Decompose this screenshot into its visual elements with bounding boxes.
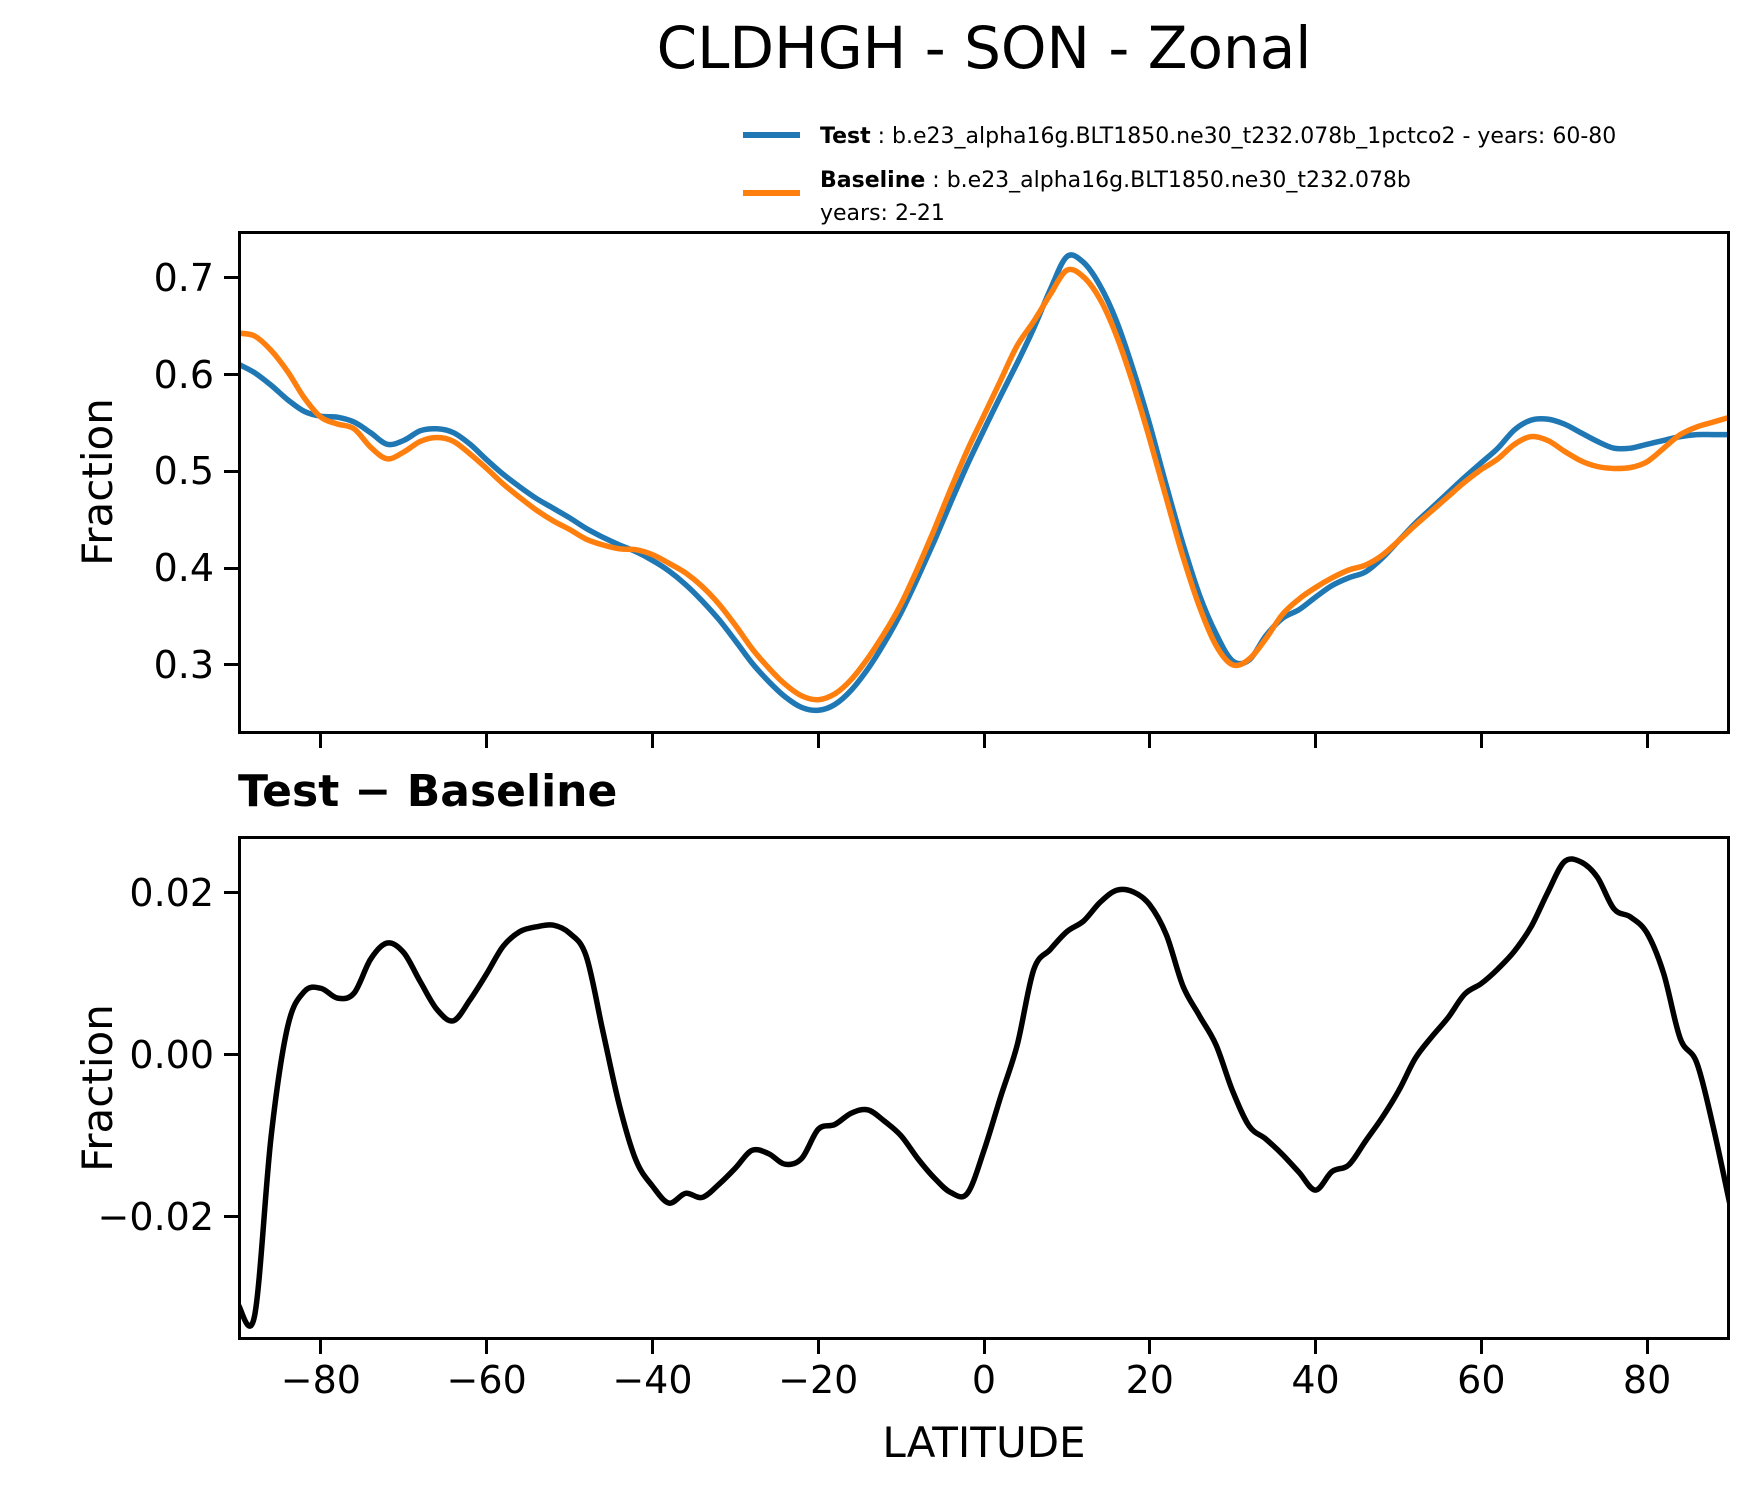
legend-baseline-desc: : b.e23_alpha16g.BLT1850.ne30_t232.078b <box>925 168 1411 193</box>
x-tick-label: −80 <box>280 1358 361 1402</box>
y-tick-label: 0.5 <box>153 449 214 494</box>
series-line-test-baseline <box>241 856 1727 1329</box>
x-tick <box>982 1340 986 1354</box>
y-tick <box>224 469 238 473</box>
x-tick-label: 60 <box>1457 1358 1506 1402</box>
x-tick-label: 20 <box>1125 1358 1174 1402</box>
y-tick-label: 0.7 <box>153 255 214 300</box>
x-tick <box>1148 1340 1152 1354</box>
top-chart <box>241 252 1727 714</box>
x-tick <box>319 1340 323 1354</box>
x-tick <box>816 1340 820 1354</box>
y-tick <box>224 1215 238 1219</box>
y-tick <box>224 276 238 280</box>
y-tick <box>224 566 238 570</box>
x-tick-label: −60 <box>446 1358 527 1402</box>
bottom-chart <box>241 856 1727 1329</box>
x-tick <box>816 734 820 748</box>
x-tick <box>1314 1340 1318 1354</box>
x-tick <box>485 734 489 748</box>
y-tick <box>224 663 238 667</box>
legend-baseline-swatch <box>743 190 800 196</box>
diff-panel-title: Test − Baseline <box>238 766 618 817</box>
x-tick <box>319 734 323 748</box>
y-tick-label: 0.00 <box>129 1032 214 1077</box>
y-tick <box>224 373 238 377</box>
x-tick <box>1148 734 1152 748</box>
x-tick <box>650 1340 654 1354</box>
y-tick <box>224 1053 238 1057</box>
x-tick <box>1479 1340 1483 1354</box>
series-line-test <box>241 252 1727 714</box>
legend-baseline-entry: Baseline : b.e23_alpha16g.BLT1850.ne30_t… <box>820 166 1411 196</box>
y-tick-label: 0.3 <box>153 642 214 687</box>
series-line-baseline <box>241 266 1727 703</box>
page-title: CLDHGH - SON - Zonal <box>656 14 1312 82</box>
x-tick-label: −20 <box>778 1358 859 1402</box>
x-tick <box>1314 734 1318 748</box>
legend-test-entry: Test : b.e23_alpha16g.BLT1850.ne30_t232.… <box>820 122 1616 152</box>
y-tick-label: 0.6 <box>153 352 214 397</box>
x-tick <box>982 734 986 748</box>
x-tick-label: −40 <box>612 1358 693 1402</box>
x-axis-label: LATITUDE <box>882 1418 1086 1467</box>
y-tick-label: 0.02 <box>129 870 214 915</box>
bottom-y-axis-label: Fraction <box>73 1004 122 1172</box>
x-tick-label: 0 <box>971 1358 997 1402</box>
y-tick-label: −0.02 <box>97 1194 214 1239</box>
y-tick <box>224 891 238 895</box>
legend-baseline-label: Baseline <box>820 168 926 193</box>
legend-baseline-years: years: 2-21 <box>820 201 945 226</box>
x-tick <box>1645 734 1649 748</box>
x-tick-label: 40 <box>1291 1358 1340 1402</box>
bottom-axes <box>238 836 1730 1340</box>
x-tick <box>485 1340 489 1354</box>
x-tick <box>650 734 654 748</box>
legend-test-swatch <box>743 132 800 138</box>
legend-test-desc: : b.e23_alpha16g.BLT1850.ne30_t232.078b_… <box>870 124 1617 149</box>
top-axes <box>238 231 1730 734</box>
y-tick-label: 0.4 <box>153 546 214 591</box>
x-tick <box>1645 1340 1649 1354</box>
x-tick <box>1479 734 1483 748</box>
legend-test-label: Test <box>820 124 871 149</box>
x-tick-label: 80 <box>1622 1358 1672 1402</box>
